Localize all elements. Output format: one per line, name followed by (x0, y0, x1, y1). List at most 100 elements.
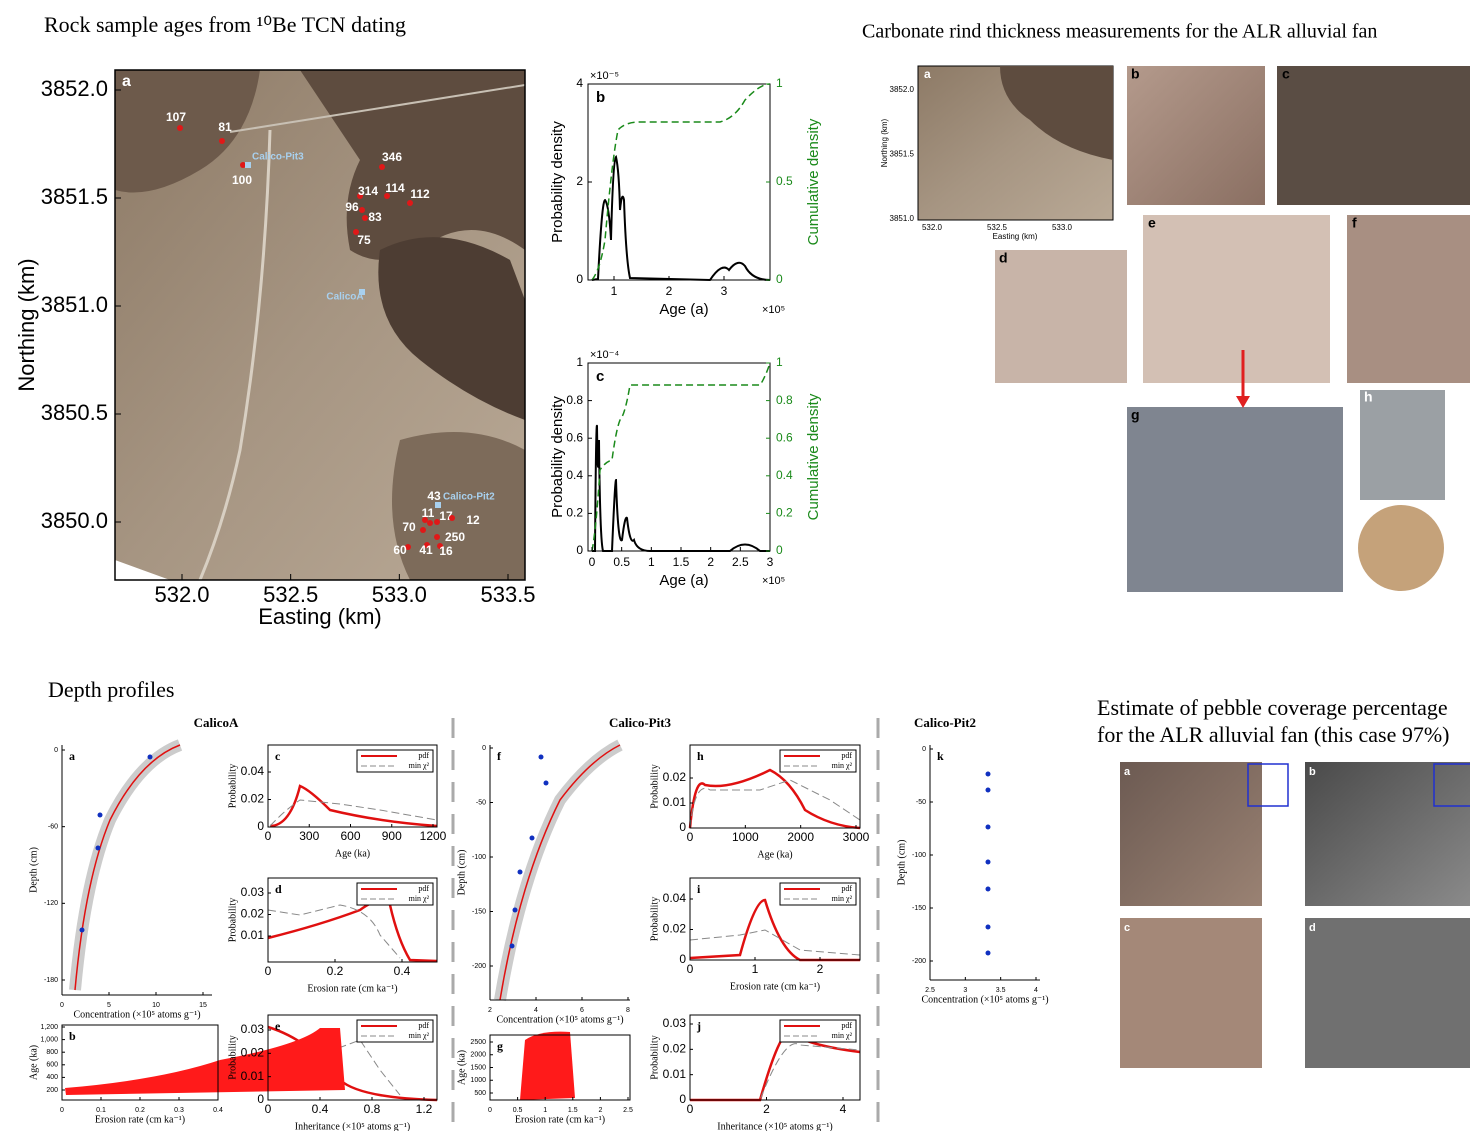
x-tick-label: 3 (963, 987, 967, 994)
y-tick-label: 2500 (470, 1039, 486, 1046)
panel-label: b (596, 89, 605, 106)
y-tick-label: 0 (679, 1092, 686, 1106)
legend-label: pdf (841, 1021, 852, 1030)
y-tick-label: 4 (576, 76, 583, 90)
legend-label: min χ² (409, 894, 430, 903)
y-axis-label: Probability density (549, 121, 566, 243)
legend-label: pdf (418, 884, 429, 893)
y2-tick-label: 0.5 (776, 174, 793, 188)
y-tick-label: 200 (46, 1087, 58, 1094)
y-axis-label: Probability (649, 764, 660, 808)
y-tick-label: 2 (576, 174, 583, 188)
panel-label: f (497, 749, 502, 763)
y-tick-label: 3850.0 (41, 508, 108, 533)
x-axis-label: Concentration (×10⁵ atoms g⁻¹) (496, 1014, 623, 1025)
data-point (97, 812, 103, 818)
y-tick-label: -120 (44, 900, 58, 907)
x-tick-label: 0 (589, 555, 596, 569)
y-tick-label: 2000 (470, 1052, 486, 1059)
x-tick-label: 1 (648, 555, 655, 569)
legend-label: min χ² (832, 894, 853, 903)
y2-tick-label: 1 (776, 76, 783, 90)
x-exponent: ×10⁵ (762, 575, 785, 587)
sample-label: 16 (439, 544, 453, 558)
y2-tick-label: 1 (776, 355, 783, 369)
y-tick-label: -180 (44, 977, 58, 984)
y-tick-label: 0.01 (663, 1067, 687, 1081)
sample-point (384, 193, 390, 199)
y-tick-label: 600 (46, 1062, 58, 1069)
sample-label: 112 (410, 187, 430, 201)
x-axis-label: Erosion rate (cm ka⁻¹) (515, 1114, 605, 1125)
site-marker (435, 502, 441, 508)
y-axis-label: Probability (227, 1035, 238, 1079)
y-tick-label: 3852.0 (890, 85, 915, 94)
x-axis-label: Erosion rate (cm ka⁻¹) (95, 1114, 185, 1125)
panel-label: a (69, 749, 75, 763)
panel-label: i (697, 882, 701, 896)
x-tick-label: 4 (1034, 987, 1038, 994)
section-title: for the ALR alluvial fan (this case 97%) (1097, 722, 1450, 747)
y-axis-label: Northing (km) (880, 118, 889, 167)
x-tick-label: 0.5 (613, 555, 630, 569)
y-axis-label: Age (ka) (28, 1045, 39, 1080)
sample-label: 83 (368, 210, 382, 224)
y-tick-label: -150 (912, 905, 926, 912)
legend-label: min χ² (832, 1031, 853, 1040)
y-tick-label: 0.03 (663, 1016, 687, 1030)
x-tick-label: 532.5 (987, 223, 1008, 232)
map-image (115, 70, 525, 580)
site-title: Calico-Pit2 (914, 715, 976, 730)
x-tick-label: 3.5 (996, 987, 1006, 994)
sample-point (437, 543, 443, 549)
y-tick-label: 1,000 (40, 1036, 58, 1043)
y-tick-label: -150 (472, 908, 486, 915)
y-tick-label: 0.02 (663, 770, 687, 784)
x-tick-label: 1.5 (673, 555, 690, 569)
x-tick-label: 532.5 (263, 582, 318, 607)
x-axis-label: Easting (km) (258, 604, 381, 629)
x-axis-label: Inheritance (×10⁵ atoms g⁻¹) (295, 1121, 410, 1131)
x-axis-label: Age (ka) (335, 848, 370, 859)
y2-axis-label: Cumulative density (805, 118, 822, 245)
x-tick-label: 2 (598, 1107, 602, 1114)
y-tick-label: 0.6 (566, 430, 583, 444)
y2-axis-label: Cumulative density (805, 393, 822, 520)
y-tick-label: -50 (476, 799, 486, 806)
x-tick-label: 1000 (732, 830, 759, 844)
plot-frame (689, 1014, 861, 1101)
section-title: Estimate of pebble coverage percentage (1097, 695, 1448, 720)
data-point (985, 950, 991, 956)
data-point (985, 886, 991, 892)
x-tick-label: 2 (666, 284, 673, 298)
photo-label: c (1124, 922, 1130, 934)
photo-label: i (1362, 504, 1366, 520)
sample-label: 314 (358, 184, 378, 198)
y2-tick-label: 0 (776, 272, 783, 286)
site-marker (359, 289, 365, 295)
x-tick-label: 0.3 (174, 1107, 184, 1114)
sample-point (353, 229, 359, 235)
x-exponent: ×10⁵ (762, 304, 785, 316)
panel-label: j (696, 1019, 701, 1033)
panel-label: a (924, 67, 931, 81)
x-tick-label: 3 (721, 284, 728, 298)
y-tick-label: 0.03 (241, 1022, 265, 1036)
sample-label: 100 (232, 173, 252, 187)
photo-label: b (1131, 66, 1140, 82)
plot-frame (689, 744, 861, 829)
x-tick-label: 0 (60, 1107, 64, 1114)
x-tick-label: 1 (543, 1107, 547, 1114)
panel-label: b (69, 1029, 76, 1043)
x-tick-label: 6 (580, 1007, 584, 1014)
sample-point (407, 200, 413, 206)
y-tick-label: -200 (912, 958, 926, 965)
x-tick-label: 600 (340, 829, 360, 843)
x-axis-label: Easting (km) (993, 232, 1038, 241)
photo-label: h (1364, 389, 1373, 405)
y-axis-label: Probability density (549, 396, 566, 518)
sample-point (427, 520, 433, 526)
photo-label: d (1309, 922, 1316, 934)
x-tick-label: 5 (107, 1002, 111, 1009)
